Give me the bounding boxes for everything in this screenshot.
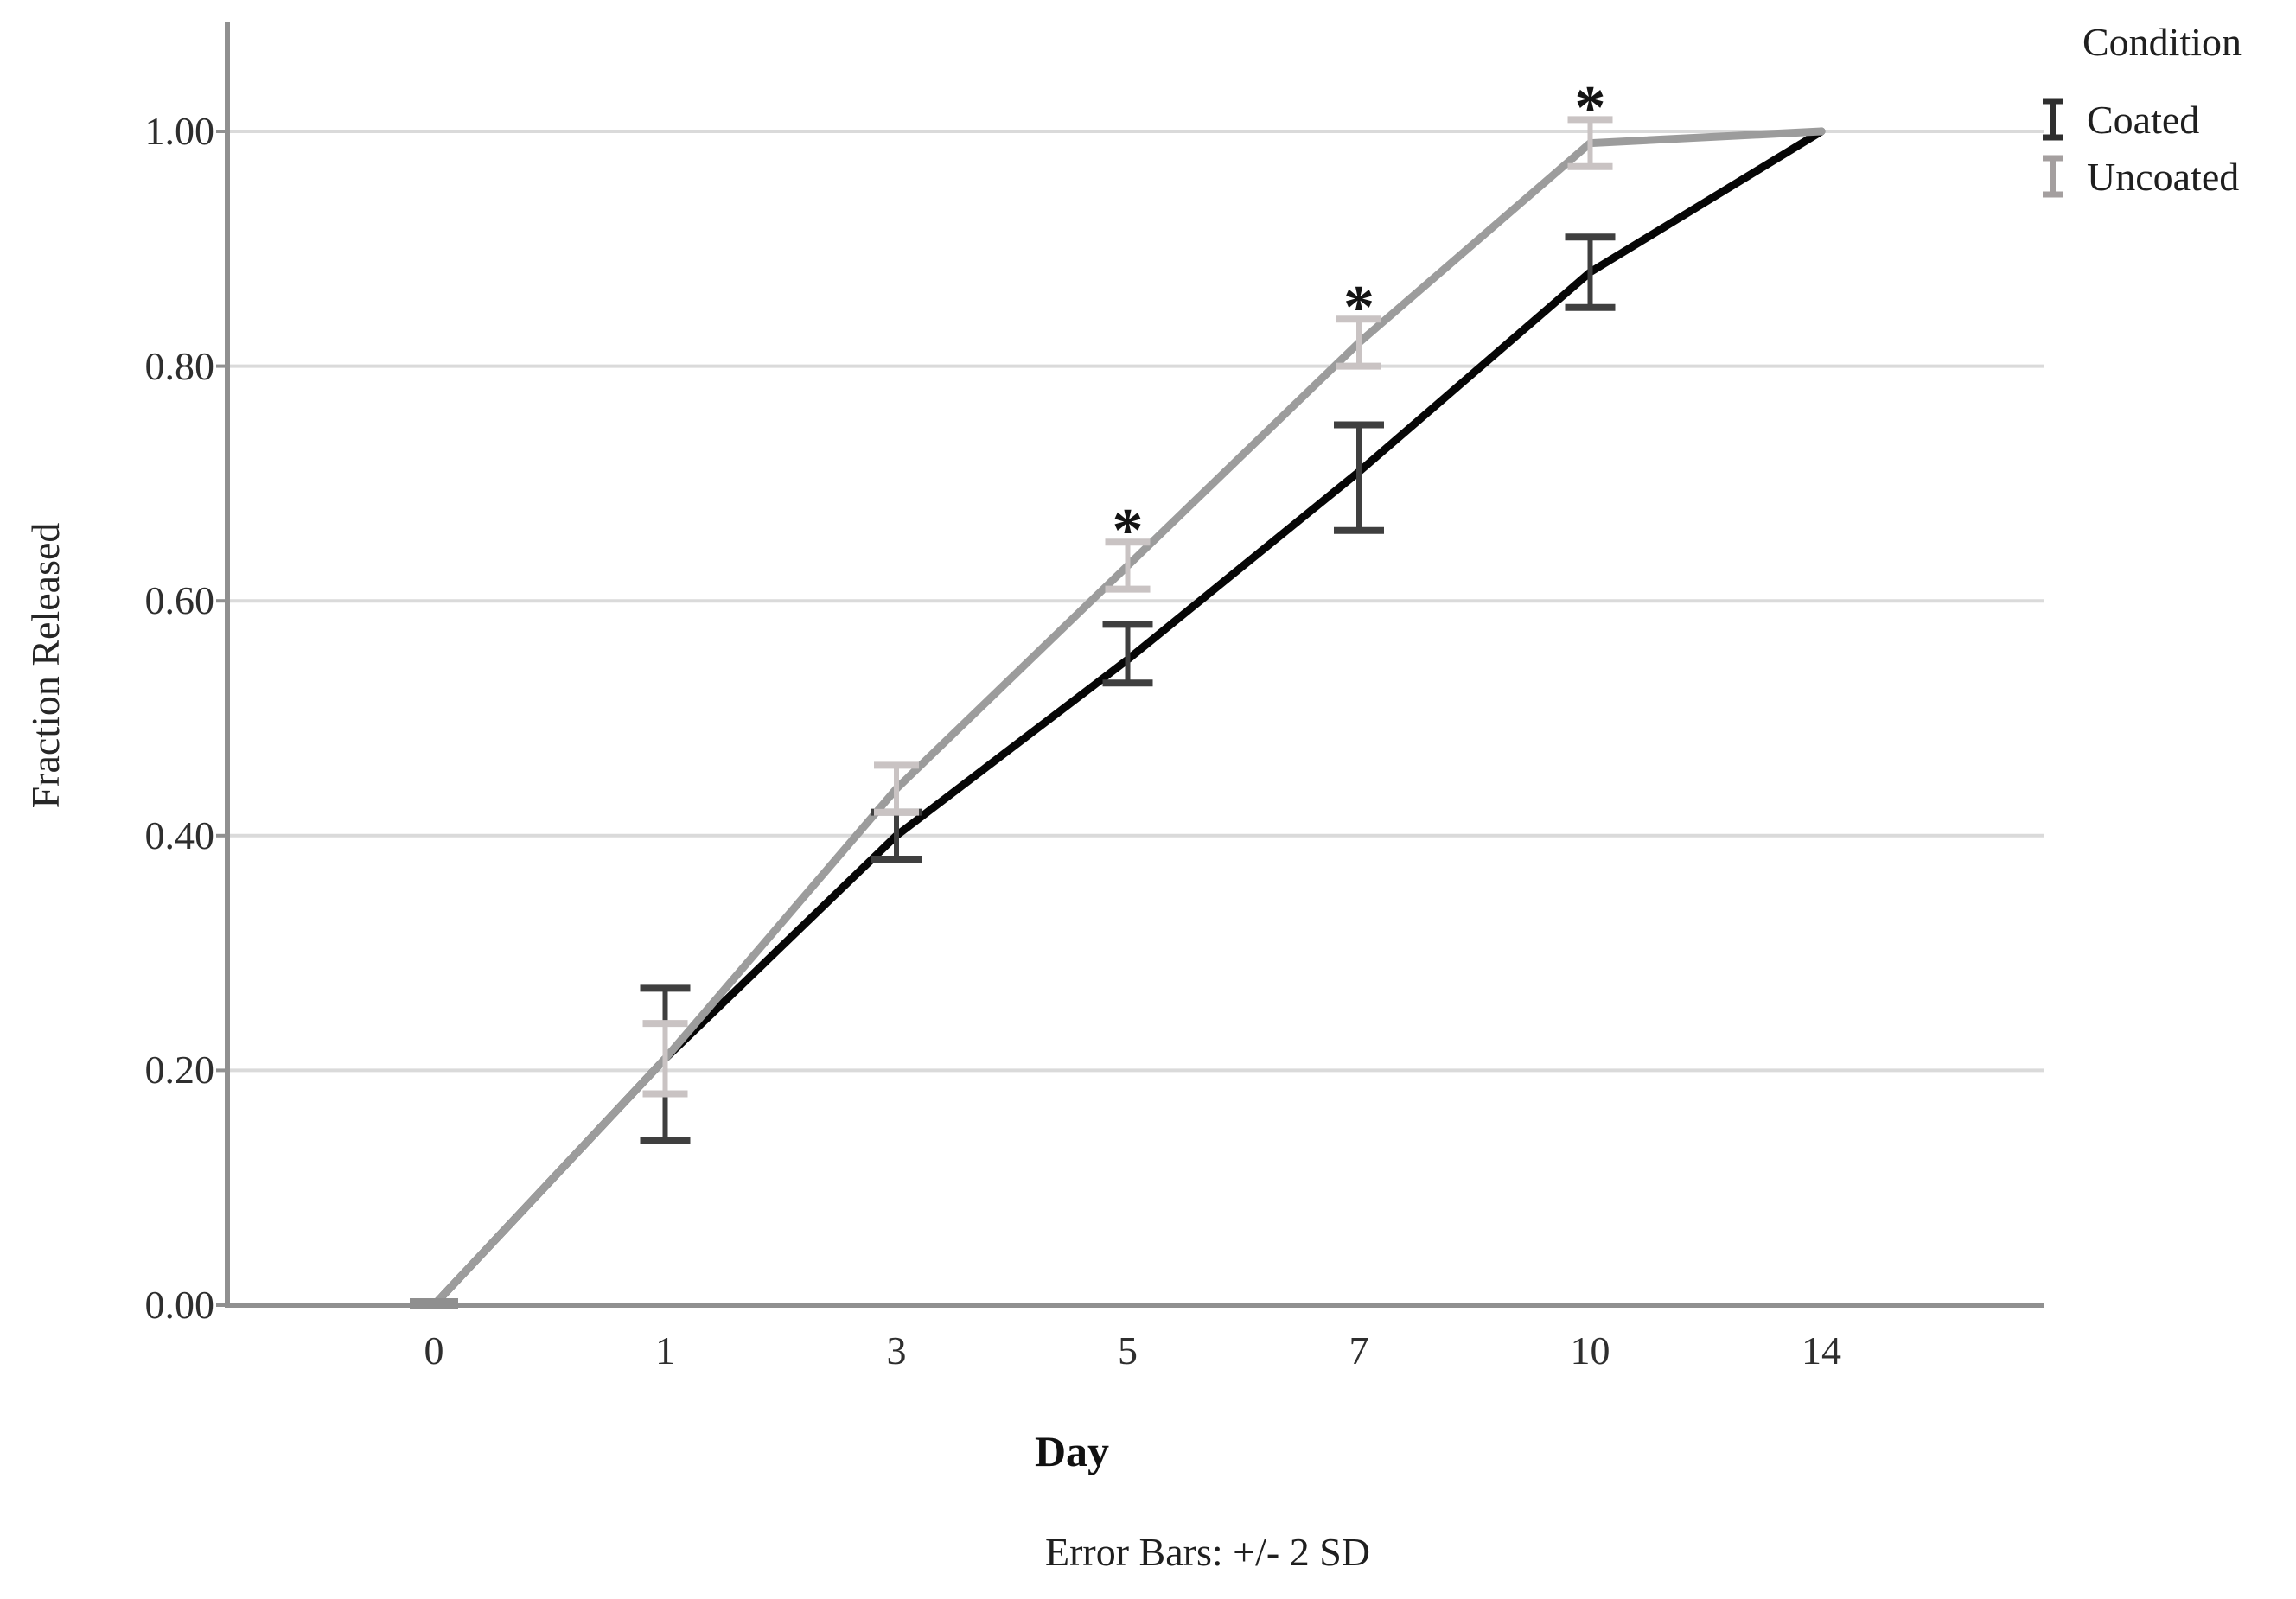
error-bar-icon (2043, 155, 2063, 198)
legend-item-uncoated: Uncoated (2028, 150, 2296, 202)
x-tick-label-0: 0 (424, 1328, 444, 1373)
x-tick-label-7: 7 (1349, 1328, 1369, 1373)
x-tick-label-1: 1 (655, 1328, 675, 1373)
legend-title: Condition (2082, 20, 2242, 64)
y-axis-title: Fraction Released (23, 522, 67, 809)
y-tick-label-0.40: 0.40 (144, 812, 215, 857)
y-tick-label-0.00: 0.00 (144, 1283, 215, 1327)
x-axis-title: Day (1034, 1427, 1110, 1475)
y-tick-label-0.60: 0.60 (144, 578, 215, 623)
x-tick-label-5: 5 (1118, 1328, 1138, 1373)
legend-item-coated: Coated (2028, 93, 2296, 145)
y-tick-label-1.00: 1.00 (144, 109, 215, 153)
x-tick-label-3: 3 (886, 1328, 907, 1373)
error-bar-icon (2043, 98, 2063, 141)
legend-item-label: Coated (2087, 97, 2200, 142)
x-tick-label-10: 10 (1570, 1328, 1610, 1373)
legend: Condition Coated Uncoated (2028, 17, 2296, 202)
y-tick-label-0.20: 0.20 (144, 1048, 215, 1093)
significance-asterisk-day-10: * (1575, 73, 1606, 142)
y-tick-label-0.80: 0.80 (144, 343, 215, 388)
x-tick-label-14: 14 (1802, 1328, 1841, 1373)
legend-item-label: Uncoated (2087, 154, 2240, 199)
error-bar-note: Error Bars: +/- 2 SD (1045, 1530, 1370, 1574)
significance-asterisk-day-5: * (1113, 495, 1144, 564)
significance-asterisk-day-7: * (1343, 272, 1374, 341)
